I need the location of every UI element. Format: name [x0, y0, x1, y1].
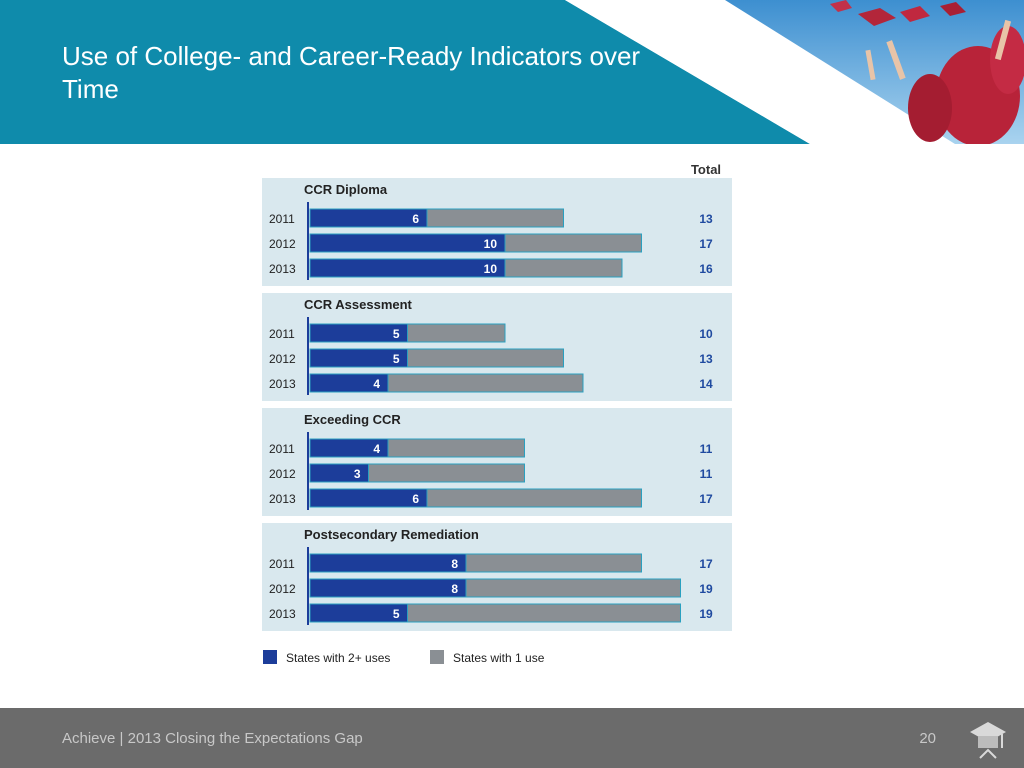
bar-value-label: 5 [393, 607, 400, 621]
bar-one-use [407, 603, 681, 623]
stacked-bar-chart: Total CCR Diploma 2011 6 13 2012 10 17 2013 10 16 C… [262, 162, 732, 665]
year-label: 2013 [269, 377, 296, 391]
year-label: 2012 [269, 237, 296, 251]
legend-label: States with 1 use [453, 651, 545, 665]
graduation-cap-icon [830, 0, 852, 12]
total-value: 19 [699, 607, 713, 621]
chart: Total CCR Diploma 2011 6 13 2012 10 17 2013 10 16 C… [258, 155, 738, 675]
total-value: 17 [699, 492, 713, 506]
slide-title: Use of College- and Career-Ready Indicat… [62, 41, 641, 104]
bar-one-use [368, 463, 525, 483]
bar-one-use [504, 233, 642, 253]
total-value: 14 [699, 377, 713, 391]
bar-value-label: 8 [451, 557, 458, 571]
year-label: 2012 [269, 582, 296, 596]
bar-one-use [504, 258, 623, 278]
bar-one-use [465, 553, 642, 573]
year-label: 2012 [269, 352, 296, 366]
bar-one-use [407, 323, 506, 343]
year-label: 2013 [269, 262, 296, 276]
footer-text: Achieve | 2013 Closing the Expectations … [62, 730, 363, 747]
year-label: 2011 [269, 557, 295, 571]
year-label: 2011 [269, 212, 295, 226]
group-title: Exceeding CCR [304, 412, 401, 427]
bar-two-plus [309, 208, 428, 228]
group-title: Postsecondary Remediation [304, 527, 479, 542]
total-value: 19 [699, 582, 713, 596]
header-white-wedge [565, 0, 955, 144]
bar-value-label: 5 [393, 352, 400, 366]
slide-footer: Achieve | 2013 Closing the Expectations … [0, 708, 1024, 768]
year-label: 2011 [269, 442, 295, 456]
total-value: 11 [700, 442, 713, 456]
total-value: 17 [699, 557, 713, 571]
total-value: 16 [699, 262, 713, 276]
bar-two-plus [309, 578, 467, 598]
header-banner [0, 0, 1024, 144]
bar-value-label: 4 [373, 442, 380, 456]
bar-one-use [426, 488, 642, 508]
total-value: 13 [699, 352, 713, 366]
total-value: 11 [700, 467, 713, 481]
bar-value-label: 5 [393, 327, 400, 341]
year-label: 2011 [269, 327, 295, 341]
bar-value-label: 8 [451, 582, 458, 596]
total-header: Total [691, 162, 721, 177]
bar-one-use [387, 438, 525, 458]
legend-label: States with 2+ uses [286, 651, 390, 665]
bar-one-use [465, 578, 681, 598]
legend-swatch [263, 650, 277, 664]
bar-one-use [426, 208, 564, 228]
bar-two-plus [309, 553, 467, 573]
total-value: 10 [699, 327, 713, 341]
year-label: 2012 [269, 467, 296, 481]
header-photo [725, 0, 1024, 144]
bar-two-plus [309, 233, 506, 253]
group-title: CCR Diploma [304, 182, 388, 197]
year-label: 2013 [269, 492, 296, 506]
total-value: 13 [699, 212, 713, 226]
header-teal-band [0, 0, 810, 144]
bar-value-label: 10 [484, 237, 498, 251]
graduation-cap-icon [940, 2, 966, 16]
slide-header: Use of College- and Career-Ready Indicat… [0, 0, 1024, 144]
bar-value-label: 6 [412, 492, 419, 506]
bar-one-use [407, 348, 564, 368]
group-title: CCR Assessment [304, 297, 413, 312]
bar-two-plus [309, 258, 506, 278]
page-number: 20 [919, 730, 936, 747]
bar-two-plus [309, 488, 428, 508]
bar-value-label: 4 [373, 377, 380, 391]
bar-value-label: 10 [484, 262, 498, 276]
total-value: 17 [699, 237, 713, 251]
year-label: 2013 [269, 607, 296, 621]
graduation-cap-icon [900, 6, 930, 22]
bar-value-label: 6 [412, 212, 419, 226]
legend-swatch [430, 650, 444, 664]
graduation-cap-icon [858, 8, 896, 26]
graduation-cap-icon [970, 722, 1006, 759]
bar-one-use [387, 373, 584, 393]
bar-value-label: 3 [354, 467, 361, 481]
